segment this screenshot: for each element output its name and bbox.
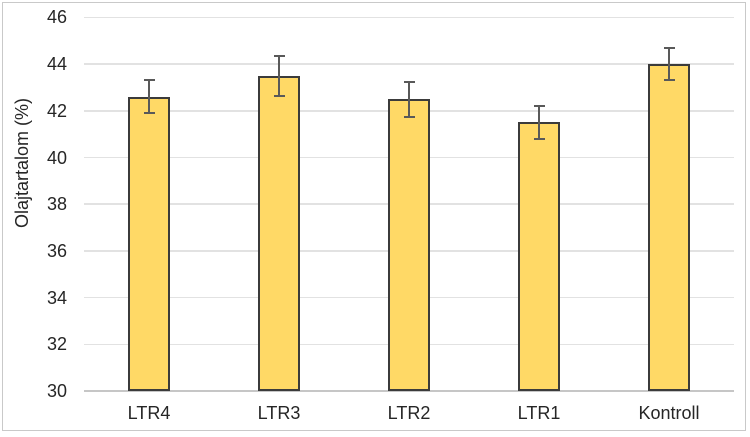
- error-bar-cap-bottom-ltr4: [143, 112, 155, 115]
- bar-kontroll: [648, 64, 690, 391]
- x-axis-line: [84, 390, 734, 392]
- chart-frame: Olajtartalom (%) 30 32 34 36 38 40 42 44 46 LTR4 L…: [2, 2, 746, 431]
- y-tick-label: 34: [46, 287, 67, 308]
- gridline-46: [84, 16, 734, 19]
- error-bar-cap-top-ltr2: [403, 80, 415, 83]
- y-tick-label: 44: [46, 54, 67, 75]
- y-tick-label: 30: [46, 381, 67, 401]
- y-tick-label: 32: [46, 334, 67, 355]
- y-tick-label: 42: [46, 100, 67, 121]
- y-tick-label: 38: [46, 194, 67, 215]
- error-bar-kontroll: [668, 47, 670, 81]
- y-tick-label: 46: [46, 7, 67, 28]
- error-bar-cap-bottom-ltr3: [273, 94, 285, 97]
- y-tick-label: 40: [46, 147, 67, 168]
- gridline-44: [84, 63, 734, 65]
- error-bar-cap-top-ltr4: [143, 79, 155, 82]
- x-tick-label-kontroll: Kontroll: [638, 403, 700, 423]
- x-tick-label-ltr3: LTR3: [257, 403, 301, 423]
- error-bar-ltr3: [278, 55, 280, 96]
- error-bar-cap-bottom-ltr1: [533, 137, 545, 140]
- error-bar-ltr2: [408, 81, 410, 117]
- error-bar-cap-top-kontroll: [663, 46, 675, 49]
- bar-ltr2: [388, 99, 430, 391]
- x-tick-label-ltr1: LTR1: [517, 403, 561, 423]
- x-tick-label-ltr4: LTR4: [127, 403, 171, 423]
- error-bar-cap-top-ltr3: [273, 54, 285, 57]
- error-bar-ltr1: [538, 106, 540, 139]
- error-bar-cap-top-ltr1: [533, 105, 545, 108]
- error-bar-cap-bottom-kontroll: [663, 79, 675, 82]
- y-tick-label: 36: [46, 240, 67, 261]
- error-bar-ltr4: [148, 80, 150, 114]
- bar-ltr4: [128, 96, 170, 391]
- bar-ltr1: [518, 122, 560, 391]
- x-tick-label-ltr2: LTR2: [387, 403, 431, 423]
- bar-ltr3: [258, 75, 300, 391]
- error-bar-cap-bottom-ltr2: [403, 115, 415, 118]
